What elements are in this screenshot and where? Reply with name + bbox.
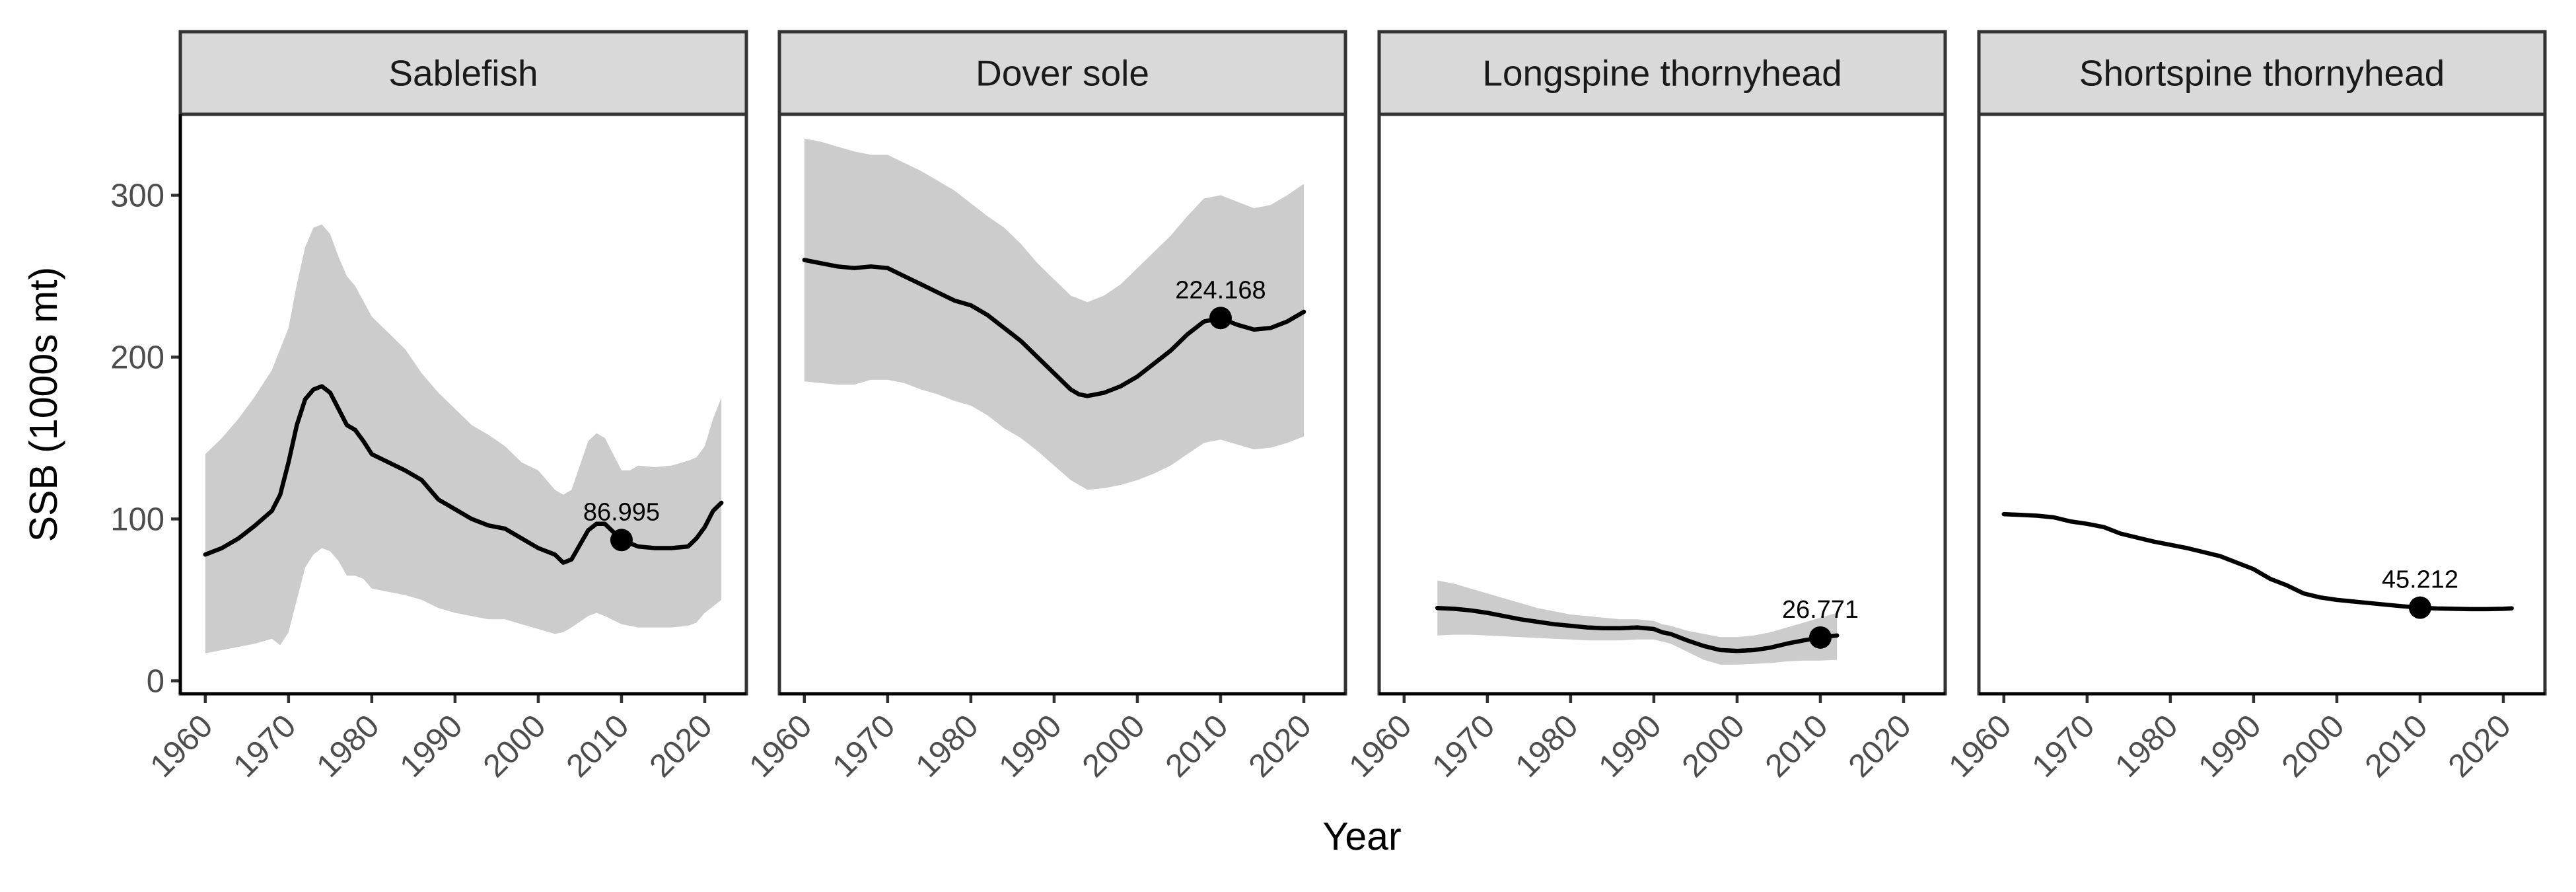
x-tick-label-1990: 1990 [1592, 708, 1668, 784]
x-tick-label-2000: 2000 [2275, 708, 2351, 784]
x-tick-label-1980: 1980 [909, 708, 985, 784]
panel-dover-sole: Dover sole 224.168 1960 1970 1980 1990 2000 201… [742, 30, 1347, 784]
strip-label-sablefish: Sablefish [388, 53, 538, 94]
x-tick-label-2020: 2020 [1842, 708, 1917, 784]
y-tick-label-300: 300 [110, 178, 164, 213]
y-tick-label-100: 100 [110, 502, 164, 537]
x-tick-label-2020: 2020 [2441, 708, 2517, 784]
strip-shortspine-thornyhead [1977, 30, 2547, 116]
y-tick-label-200: 200 [110, 340, 164, 375]
strip-label-shortspine-thornyhead: Shortspine thornyhead [2079, 53, 2445, 94]
x-axis-title: Year [1322, 815, 1401, 858]
x-tick-label-1970: 1970 [826, 708, 902, 784]
x-tick-label-1990: 1990 [2192, 708, 2268, 784]
x-tick-label-1970: 1970 [2025, 708, 2101, 784]
point-longspine-thornyhead [1808, 626, 1832, 649]
x-tick-label-1990: 1990 [393, 708, 469, 784]
x-tick-label-2010: 2010 [2358, 708, 2434, 784]
x-tick-label-2000: 2000 [476, 708, 552, 784]
point-sablefish [610, 529, 633, 552]
point-label-sablefish: 86.995 [583, 498, 660, 526]
x-tick-label-1980: 1980 [1509, 708, 1585, 784]
strip-longspine-thornyhead [1377, 30, 1947, 116]
panel-sablefish: Sablefish 86.995 1960 1970 1980 1990 2000 2010 2… [143, 30, 748, 784]
x-tick-label-1970: 1970 [1425, 708, 1501, 784]
strip-dover-sole [777, 30, 1347, 116]
point-label-longspine-thornyhead: 26.771 [1782, 596, 1859, 624]
point-label-dover-sole: 224.168 [1175, 276, 1266, 304]
x-tick-label-1960: 1960 [742, 708, 818, 784]
ribbon-sablefish [205, 224, 722, 653]
x-tick-label-1970: 1970 [227, 708, 303, 784]
x-tick-label-1980: 1980 [310, 708, 386, 784]
ssb-line-sablefish [203, 384, 724, 565]
point-shortspine-thornyhead [2408, 596, 2431, 619]
strip-label-dover-sole: Dover sole [976, 53, 1149, 94]
x-tick-label-2000: 2000 [1075, 708, 1151, 784]
x-tick-label-1960: 1960 [143, 708, 219, 784]
ribbon-longspine-thornyhead [1437, 580, 1838, 665]
y-tick-label-0: 0 [147, 663, 164, 699]
x-tick-label-1990: 1990 [992, 708, 1068, 784]
x-tick-label-2020: 2020 [643, 708, 719, 784]
x-tick-label-2020: 2020 [1242, 708, 1318, 784]
panel-longspine-thornyhead: Longspine thornyhead 26.771 1960 1970 1980 19… [1342, 30, 1947, 784]
x-tick-label-1960: 1960 [1342, 708, 1418, 784]
ssb-line-shortspine-thornyhead [2001, 511, 2514, 612]
x-tick-label-2010: 2010 [1159, 708, 1234, 784]
strip-label-longspine-thornyhead: Longspine thornyhead [1482, 53, 1842, 94]
y-axis: 0 100 200 300 [110, 114, 182, 699]
ribbon-dover-sole [804, 138, 1304, 490]
point-dover-sole [1209, 307, 1232, 330]
point-label-shortspine-thornyhead: 45.212 [2382, 566, 2458, 594]
x-tick-label-2000: 2000 [1675, 708, 1751, 784]
x-tick-label-2010: 2010 [1758, 708, 1834, 784]
strip-sablefish [178, 30, 748, 116]
x-tick-label-1960: 1960 [1942, 708, 2018, 784]
y-axis-title: SSB (1000s mt) [22, 267, 65, 542]
x-tick-label-2010: 2010 [559, 708, 635, 784]
ssb-line-longspine-thornyhead [1435, 605, 1840, 653]
x-tick-label-1980: 1980 [2108, 708, 2184, 784]
panel-shortspine-thornyhead: Shortspine thornyhead 45.212 1960 1970 1980 1… [1942, 30, 2547, 784]
